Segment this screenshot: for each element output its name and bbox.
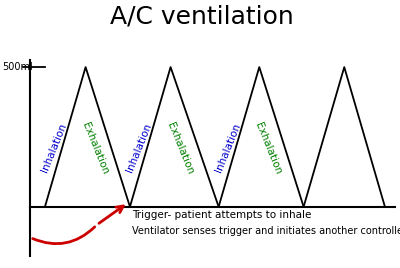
Text: Inhalation: Inhalation xyxy=(40,122,68,174)
Text: Inhalation: Inhalation xyxy=(125,122,154,174)
Text: 500ml: 500ml xyxy=(2,62,33,72)
Text: Trigger- patient attempts to inhale: Trigger- patient attempts to inhale xyxy=(132,210,311,220)
Text: Exhalation: Exhalation xyxy=(254,121,284,176)
Text: Exhalation: Exhalation xyxy=(165,121,195,176)
Text: Exhalation: Exhalation xyxy=(80,121,110,176)
Title: A/C ventilation: A/C ventilation xyxy=(110,5,294,29)
Text: Inhalation: Inhalation xyxy=(214,122,242,174)
Text: Ventilator senses trigger and initiates another controlled breath: Ventilator senses trigger and initiates … xyxy=(132,225,400,236)
